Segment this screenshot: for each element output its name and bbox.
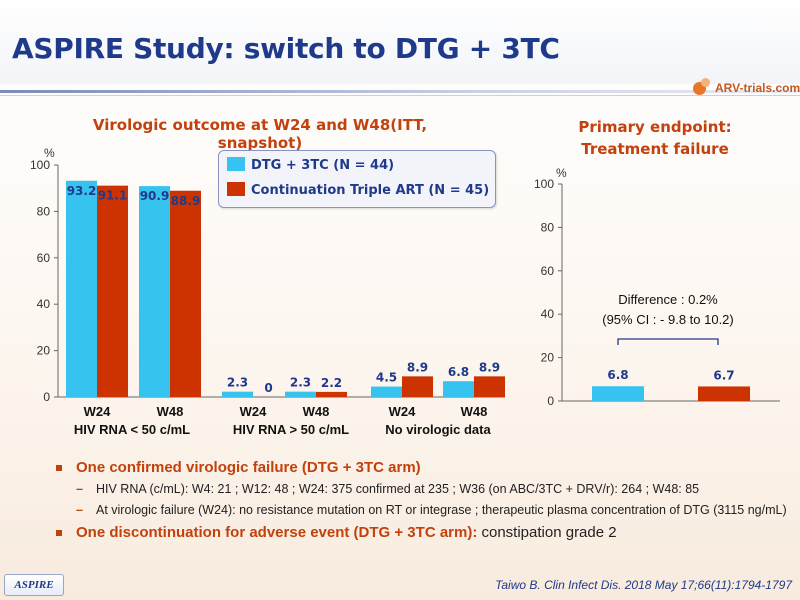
header-divider-thin — [0, 95, 800, 96]
chart2-y-tick-label: 80 — [541, 220, 555, 234]
chart1-bar — [139, 186, 170, 397]
chart2-y-tick-label: 100 — [534, 177, 554, 191]
chart2-bar — [592, 386, 644, 401]
chart2-title-line-1: Primary endpoint: — [578, 118, 732, 136]
chart1-data-label: 0 — [264, 381, 272, 395]
chart1-data-label: 2.3 — [290, 376, 311, 390]
chart1-x-tick-label: W48 — [157, 404, 184, 419]
legend-item-dtg: DTG + 3TC (N = 44) — [227, 157, 394, 173]
chart2-y-tick-label: 20 — [541, 351, 555, 365]
chart2-title-line-2: Treatment failure — [581, 140, 729, 158]
chart1-x-tick-label: W48 — [461, 404, 488, 419]
bullet-2-text: At virologic failure (W24): no resistanc… — [96, 503, 787, 517]
bullet-discontinuation: One discontinuation for adverse event (D… — [48, 523, 788, 543]
chart2-y-tick-label: 60 — [541, 264, 555, 278]
chart2-y-unit: % — [556, 166, 567, 180]
chart2-bar — [698, 386, 750, 401]
chart1-data-label: 91.1 — [98, 189, 128, 203]
chart1-data-label: 8.9 — [407, 360, 428, 374]
logo-mark-small-icon — [701, 78, 710, 87]
sub-bullet-resistance: At virologic failure (W24): no resistanc… — [48, 502, 788, 518]
chart1-y-unit: % — [44, 146, 55, 160]
chart1-bar — [402, 376, 433, 397]
chart2-annotation-line-1: Difference : 0.2% — [618, 292, 718, 307]
chart2-y-tick-label: 0 — [547, 394, 554, 408]
chart1-data-label: 6.8 — [448, 365, 469, 379]
legend-label-dtg: DTG + 3TC (N = 44) — [251, 158, 395, 173]
chart1-title: Virologic outcome at W24 and W48(ITT, sn… — [92, 116, 428, 152]
chart1-data-label: 2.2 — [321, 376, 342, 390]
chart1-data-label: 90.9 — [140, 189, 170, 203]
chart1-y-tick-label: 60 — [37, 251, 51, 265]
chart1-bar — [474, 376, 505, 397]
bullet-1-text: HIV RNA (c/mL): W4: 21 ; W12: 48 ; W24: … — [96, 482, 700, 496]
chart1-y-tick-label: 20 — [37, 344, 51, 358]
chart1-x-tick-label: W24 — [84, 404, 112, 419]
chart1-group-label: HIV RNA > 50 c/mL — [233, 422, 349, 437]
chart1-y-tick-label: 100 — [30, 158, 50, 172]
chart2-difference-bracket — [617, 338, 719, 345]
chart1-x-tick-label: W24 — [389, 404, 417, 419]
sub-bullet-hiv-rna: HIV RNA (c/mL): W4: 21 ; W12: 48 ; W24: … — [48, 481, 788, 497]
chart1-bar — [285, 391, 316, 397]
study-tag: ASPIRE — [4, 574, 64, 596]
chart2-annotation-line-2: (95% CI : - 9.8 to 10.2) — [602, 312, 734, 327]
citation: Taiwo B. Clin Infect Dis. 2018 May 17;66… — [495, 578, 792, 592]
legend-item-triple: Continuation Triple ART (N = 45) — [227, 182, 489, 198]
chart1-bar — [222, 391, 253, 397]
chart1-y-tick-label: 0 — [43, 390, 50, 404]
chart1-group-label: No virologic data — [385, 422, 491, 437]
bullet-virologic-failure: One confirmed virologic failure (DTG + 3… — [48, 458, 788, 478]
chart1-y-tick-label: 80 — [37, 204, 51, 218]
chart1-bar — [316, 391, 347, 397]
chart2-data-label: 6.7 — [713, 368, 734, 382]
chart1-x-tick-label: W48 — [303, 404, 330, 419]
header: ASPIRE Study: switch to DTG + 3TC — [0, 0, 800, 84]
bullet-3-plain: constipation grade 2 — [481, 524, 617, 541]
chart1-bar — [66, 180, 97, 397]
chart1-x-tick-label: W24 — [240, 404, 268, 419]
arv-trials-logo: ARV-trials.com — [693, 78, 800, 100]
chart1-data-label: 93.2 — [67, 184, 97, 198]
chart1-bar — [97, 185, 128, 397]
chart1-group-label: HIV RNA < 50 c/mL — [74, 422, 190, 437]
header-divider — [0, 90, 800, 93]
findings-list: One confirmed virologic failure (DTG + 3… — [48, 458, 788, 543]
page-title: ASPIRE Study: switch to DTG + 3TC — [12, 32, 560, 65]
chart2-y-tick-label: 40 — [541, 307, 555, 321]
chart1-data-label: 4.5 — [376, 371, 397, 385]
chart1-data-label: 8.9 — [479, 360, 500, 374]
chart1-bar — [371, 386, 402, 397]
legend-label-triple: Continuation Triple ART (N = 45) — [251, 183, 490, 198]
chart1-data-label: 88.9 — [171, 194, 201, 208]
legend-swatch-dtg — [227, 157, 245, 171]
chart1-data-label: 2.3 — [227, 376, 248, 390]
chart2-data-label: 6.8 — [607, 368, 628, 382]
logo-text: ARV-trials.com — [715, 81, 800, 95]
chart2-title: Primary endpoint: Treatment failure — [555, 116, 755, 160]
bullet-0-text: One confirmed virologic failure (DTG + 3… — [76, 459, 421, 476]
chart1-y-tick-label: 40 — [37, 297, 51, 311]
chart1-bar — [443, 381, 474, 397]
chart1-legend: DTG + 3TC (N = 44) Continuation Triple A… — [218, 150, 496, 208]
bullet-3-text: One discontinuation for adverse event (D… — [76, 524, 478, 541]
chart1-bar — [170, 190, 201, 397]
legend-swatch-triple — [227, 182, 245, 196]
